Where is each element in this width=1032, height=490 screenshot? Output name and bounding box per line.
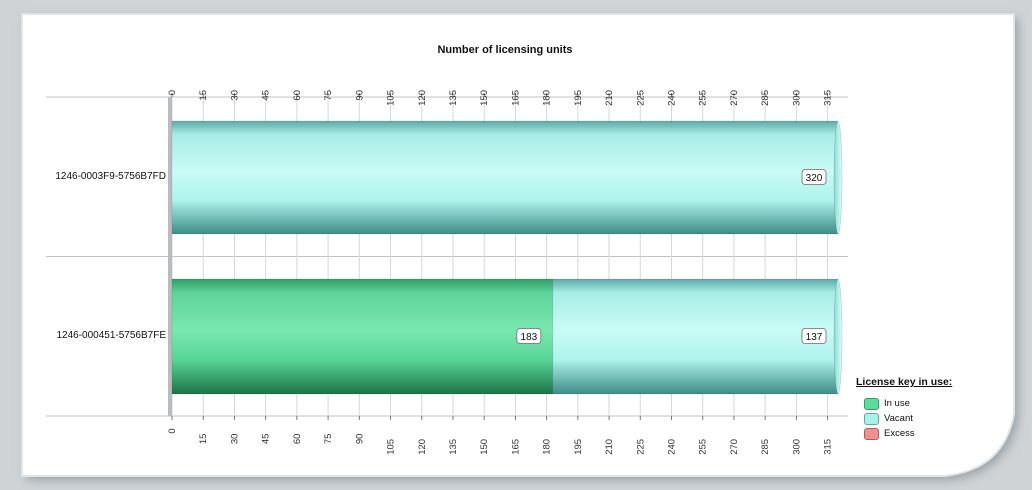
tick-label-bottom-45: 45 bbox=[261, 434, 272, 445]
tick-label-top-210: 210 bbox=[604, 90, 615, 106]
y-axis-bar bbox=[168, 97, 172, 416]
tick-label-bottom-240: 240 bbox=[667, 439, 678, 455]
tick-label-bottom-195: 195 bbox=[573, 439, 584, 455]
tick-label-top-180: 180 bbox=[542, 90, 553, 106]
tick-label-top-45: 45 bbox=[261, 90, 272, 101]
legend-label-vacant: Vacant bbox=[884, 413, 913, 424]
tick-label-top-15: 15 bbox=[198, 90, 209, 101]
tick-label-bottom-225: 225 bbox=[635, 439, 646, 455]
data-label-box-2 bbox=[516, 328, 542, 344]
tick-label-top-150: 150 bbox=[479, 90, 490, 106]
chart-title: Number of licensing units bbox=[437, 44, 573, 56]
tick-label-bottom-135: 135 bbox=[448, 439, 459, 455]
tick-label-bottom-150: 150 bbox=[479, 439, 490, 455]
tick-label-top-225: 225 bbox=[635, 90, 646, 106]
tick-label-top-255: 255 bbox=[698, 90, 709, 106]
tick-label-top-270: 270 bbox=[729, 90, 740, 106]
tick-label-top-195: 195 bbox=[573, 90, 584, 106]
tick-label-top-60: 60 bbox=[292, 90, 303, 101]
legend-label-in-use: In use bbox=[884, 398, 910, 409]
legend-swatch-excess bbox=[864, 427, 879, 440]
tick-label-bottom-210: 210 bbox=[604, 439, 615, 455]
tick-label-bottom-285: 285 bbox=[760, 439, 771, 455]
legend-item-vacant: Vacant bbox=[856, 411, 976, 426]
legend-item-excess: Excess bbox=[856, 426, 976, 441]
bar-end-cap-row-2 bbox=[833, 278, 843, 395]
tick-label-bottom-120: 120 bbox=[417, 439, 428, 455]
tick-label-top-315: 315 bbox=[823, 90, 834, 106]
legend-swatch-vacant bbox=[864, 412, 879, 425]
data-label-2: 183 bbox=[521, 332, 538, 343]
legend: License key in use: In use Vacant Excess bbox=[856, 376, 976, 441]
tick-label-bottom-75: 75 bbox=[323, 434, 334, 445]
data-label-3: 137 bbox=[806, 332, 823, 343]
tick-label-top-300: 300 bbox=[791, 90, 802, 106]
bar-vacant-row-2 bbox=[552, 278, 839, 395]
tick-label-bottom-180: 180 bbox=[542, 439, 553, 455]
legend-label-excess: Excess bbox=[884, 428, 915, 439]
tick-label-bottom-165: 165 bbox=[510, 439, 521, 455]
tick-label-top-135: 135 bbox=[448, 90, 459, 106]
tick-label-top-75: 75 bbox=[323, 90, 334, 101]
tick-label-bottom-255: 255 bbox=[698, 439, 709, 455]
tick-label-top-90: 90 bbox=[354, 90, 365, 101]
tick-label-bottom-0: 0 bbox=[167, 428, 178, 433]
tick-label-bottom-315: 315 bbox=[823, 439, 834, 455]
tick-label-top-240: 240 bbox=[667, 90, 678, 106]
tick-label-bottom-90: 90 bbox=[354, 434, 365, 445]
tick-label-bottom-15: 15 bbox=[198, 434, 209, 445]
category-label-2: 1246-000451-5756B7FE bbox=[56, 330, 166, 341]
tick-label-top-285: 285 bbox=[760, 90, 771, 106]
tick-label-bottom-105: 105 bbox=[386, 439, 397, 455]
legend-title: License key in use: bbox=[856, 376, 953, 388]
bar-in-use-row-2 bbox=[171, 278, 554, 395]
tick-label-top-0: 0 bbox=[167, 90, 178, 95]
tick-label-top-105: 105 bbox=[386, 90, 397, 106]
legend-swatch-in-use bbox=[864, 397, 879, 410]
category-label-1: 1246-0003F9-5756B7FD bbox=[55, 171, 166, 182]
data-label-box-1 bbox=[801, 169, 827, 185]
tick-label-top-120: 120 bbox=[417, 90, 428, 106]
tick-label-bottom-300: 300 bbox=[791, 439, 802, 455]
bar-vacant-row-1 bbox=[171, 120, 839, 235]
tick-label-bottom-60: 60 bbox=[292, 434, 303, 445]
data-label-box-3 bbox=[801, 328, 827, 344]
tick-label-bottom-270: 270 bbox=[729, 439, 740, 455]
plot-area: 0 0 15 15 30 30 45 45 60 60 75 75 90 90 105 105 120 120 13… bbox=[46, 90, 848, 455]
tick-label-top-30: 30 bbox=[229, 90, 240, 101]
bar-end-cap-row-1 bbox=[833, 120, 843, 235]
tick-label-bottom-30: 30 bbox=[229, 434, 240, 445]
tick-label-top-165: 165 bbox=[510, 90, 521, 106]
data-label-1: 320 bbox=[806, 173, 823, 184]
legend-item-in-use: In use bbox=[856, 396, 976, 411]
